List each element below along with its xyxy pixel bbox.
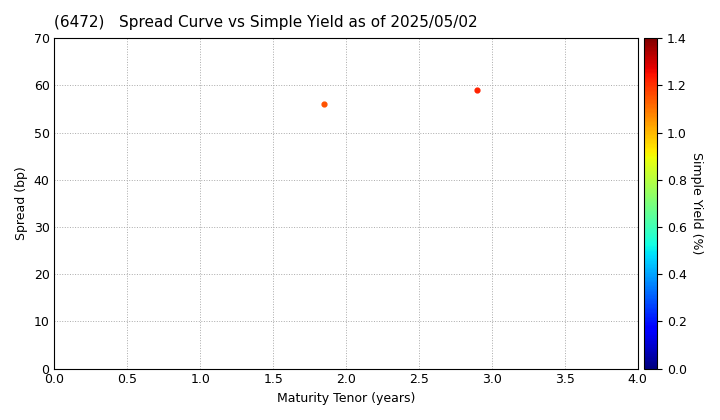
- X-axis label: Maturity Tenor (years): Maturity Tenor (years): [277, 392, 415, 405]
- Y-axis label: Spread (bp): Spread (bp): [15, 166, 28, 240]
- Y-axis label: Simple Yield (%): Simple Yield (%): [690, 152, 703, 255]
- Point: [472, 87, 483, 93]
- Point: [318, 101, 330, 108]
- Text: (6472)   Spread Curve vs Simple Yield as of 2025/05/02: (6472) Spread Curve vs Simple Yield as o…: [55, 15, 478, 30]
